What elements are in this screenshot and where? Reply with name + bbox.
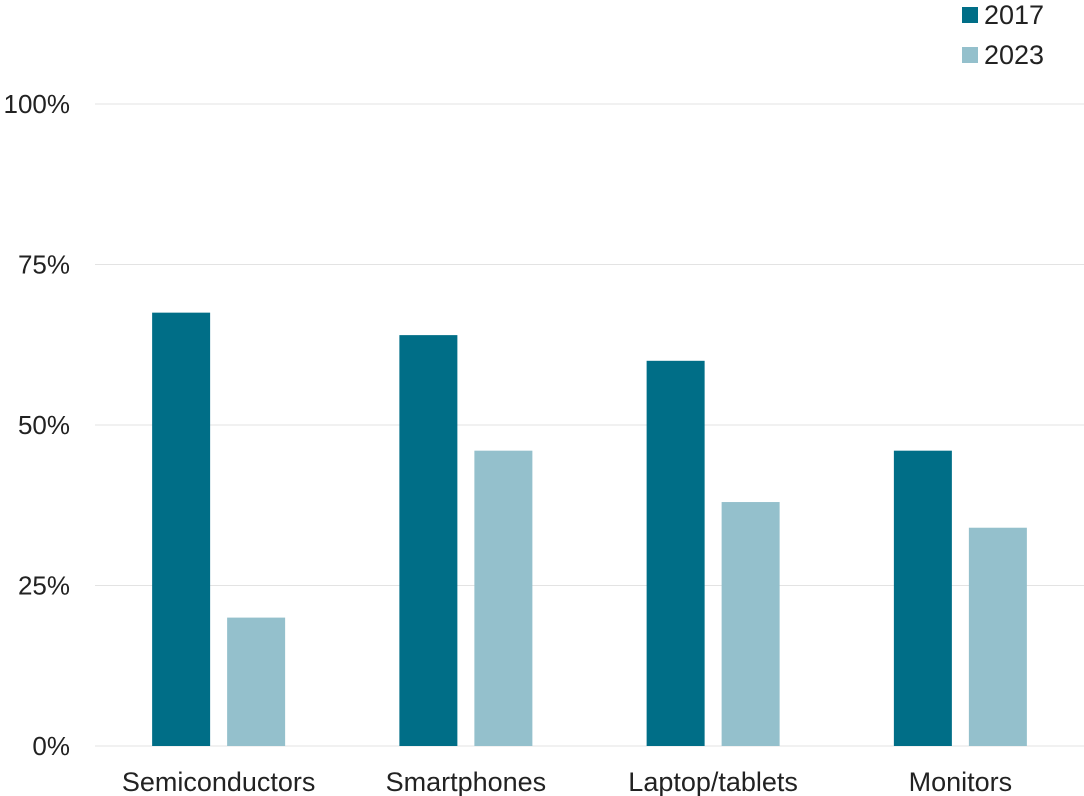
y-tick-label: 0%	[32, 731, 70, 761]
x-category-label: Smartphones	[386, 767, 547, 796]
y-tick-label: 25%	[18, 571, 70, 601]
bar-2023-monitors	[968, 527, 1027, 746]
x-category-label: Monitors	[909, 767, 1013, 796]
y-tick-label: 100%	[4, 89, 71, 119]
legend-swatch-2023	[962, 47, 978, 63]
bar-2017-smartphones	[399, 335, 458, 746]
bar-2017-semiconductors	[152, 312, 211, 746]
bar-2017-monitors	[893, 450, 952, 746]
y-tick-label: 75%	[18, 250, 70, 280]
bar-2023-semiconductors	[227, 617, 286, 746]
y-axis-ticks: 0% 25% 50% 75% 100%	[4, 89, 71, 761]
legend-label: 2023	[984, 40, 1044, 70]
x-category-label: Semiconductors	[122, 767, 316, 796]
bar-2023-smartphones	[474, 450, 533, 746]
legend-label: 2017	[984, 0, 1044, 30]
legend-swatch-2017	[962, 7, 978, 23]
bars	[152, 312, 1027, 746]
legend: 2017 2023	[962, 0, 1044, 70]
x-category-label: Laptop/tablets	[628, 767, 798, 796]
x-axis-categories: Semiconductors Smartphones Laptop/tablets M…	[122, 767, 1012, 796]
bar-2023-laptop-tablets	[721, 502, 780, 746]
y-tick-label: 50%	[18, 410, 70, 440]
bar-2017-laptop-tablets	[646, 360, 705, 746]
